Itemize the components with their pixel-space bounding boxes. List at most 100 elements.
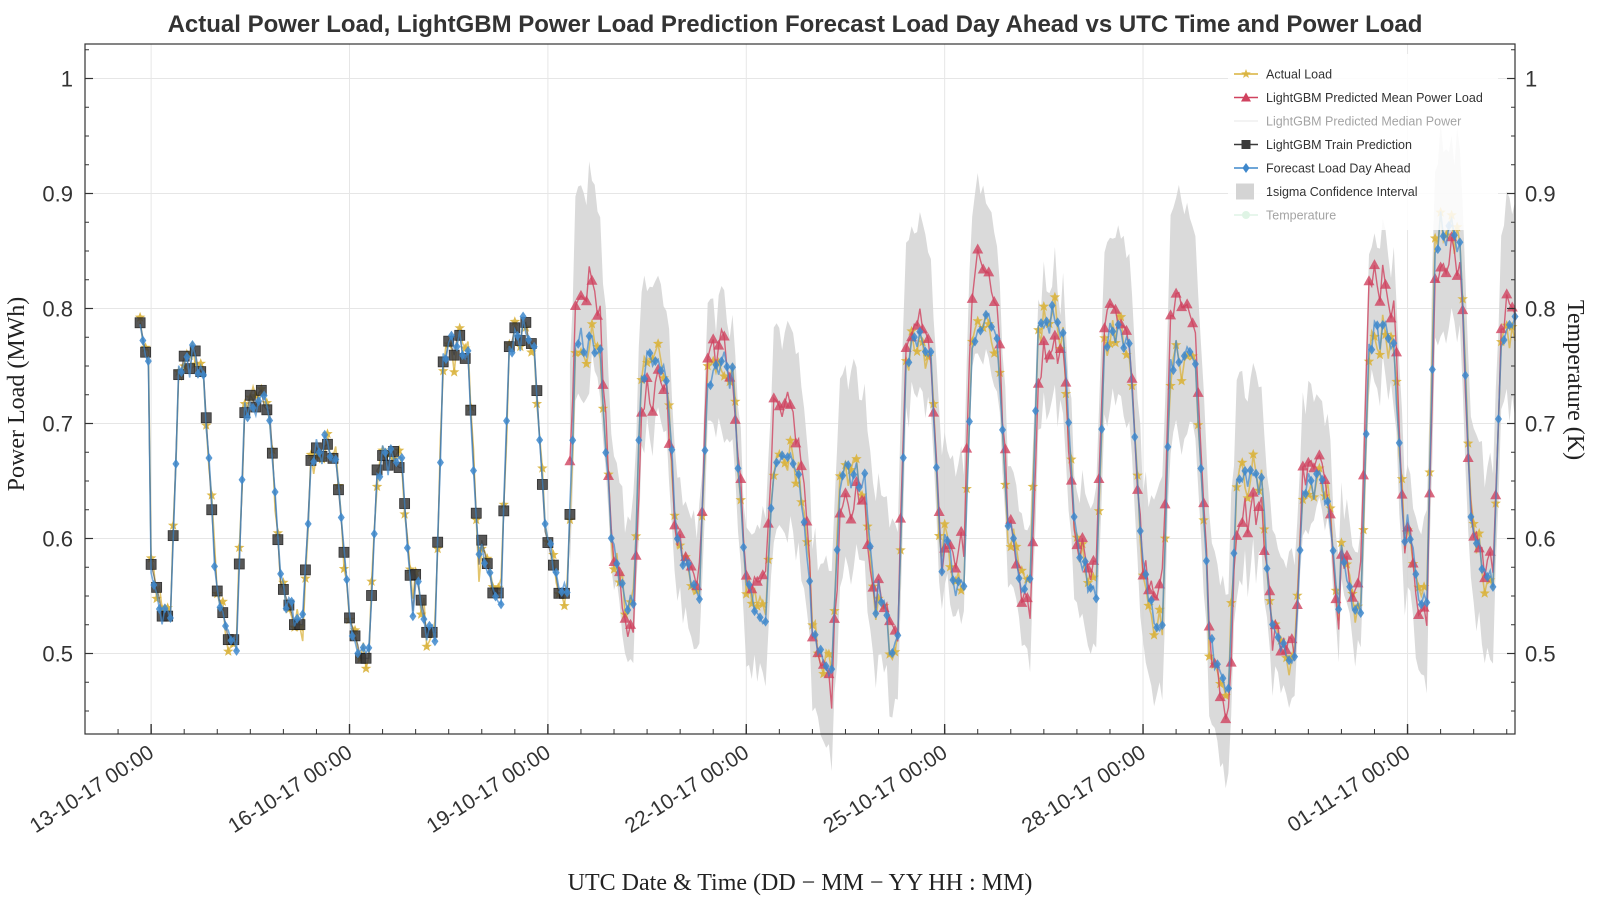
actual-load-marker [338, 563, 350, 574]
predicted-mean-marker [944, 539, 956, 550]
forecast-marker [1043, 316, 1051, 327]
predicted-mean-marker [1253, 500, 1265, 511]
predicted-mean-marker [619, 612, 631, 623]
forecast-marker [1456, 237, 1464, 248]
actual-load-marker [1143, 600, 1154, 611]
forecast-marker [1280, 638, 1288, 649]
y2-tick-label: 0.7 [1525, 412, 1556, 437]
forecast-marker [199, 369, 207, 380]
predicted-mean-marker [702, 352, 714, 363]
predicted-mean-marker [1154, 578, 1166, 589]
forecast-marker [822, 661, 830, 672]
predicted-mean-marker [1021, 592, 1033, 603]
forecast-marker [1241, 465, 1249, 476]
forecast-marker [910, 332, 918, 343]
forecast-marker [370, 528, 378, 539]
legend-entry: LightGBM Predicted Median Power [1234, 115, 1461, 129]
legend-entry: LightGBM Train Prediction [1234, 138, 1412, 152]
predicted-mean-marker [977, 263, 989, 274]
forecast-marker [139, 335, 147, 346]
forecast-marker [205, 453, 213, 464]
actual-load-marker [559, 600, 570, 611]
train-prediction-marker [525, 338, 537, 349]
y2-axis-label: Temperature (K) [1562, 300, 1588, 460]
forecast-marker [602, 447, 610, 458]
predicted-mean-marker [1016, 596, 1028, 607]
actual-load-marker [823, 648, 835, 659]
predicted-mean-marker [614, 566, 626, 577]
legend-label: Forecast Load Day Ahead [1266, 162, 1411, 176]
predicted-mean-marker [1220, 713, 1232, 724]
forecast-marker [662, 375, 670, 386]
predicted-mean-marker [1071, 539, 1083, 550]
actual-load-marker [851, 453, 862, 464]
forecast-marker [1092, 593, 1100, 604]
actual-load-marker [641, 357, 653, 368]
forecast-marker [1296, 545, 1304, 556]
actual-load-marker [1281, 652, 1292, 663]
actual-load-marker [581, 358, 592, 369]
forecast-marker [299, 609, 307, 620]
forecast-marker [354, 648, 362, 659]
actual-load-marker [989, 347, 1000, 358]
forecast-marker [1125, 338, 1133, 349]
predicted-mean-marker [1451, 269, 1463, 280]
forecast-marker [1114, 319, 1122, 330]
forecast-marker [177, 367, 185, 378]
actual-load-marker [493, 582, 504, 592]
predicted-mean-marker [1280, 644, 1292, 655]
actual-load-marker [1165, 380, 1176, 391]
actual-load-marker [757, 598, 768, 609]
actual-load-marker [449, 366, 460, 377]
forecast-marker [266, 415, 274, 426]
predicted-mean-marker [1286, 633, 1298, 644]
forecast-marker [387, 443, 395, 454]
forecast-marker [1021, 584, 1029, 595]
forecast-marker [640, 373, 648, 384]
forecast-marker [916, 326, 924, 337]
forecast-marker [574, 338, 582, 349]
actual-load-marker [741, 588, 752, 599]
forecast-marker [1136, 525, 1144, 536]
forecast-marker [811, 629, 819, 640]
forecast-marker [773, 457, 781, 468]
forecast-marker [536, 435, 544, 446]
forecast-marker [233, 645, 241, 656]
forecast-marker [348, 630, 356, 641]
predicted-mean-marker [939, 542, 951, 553]
forecast-marker [740, 542, 748, 553]
predicted-mean-marker [1087, 554, 1099, 565]
predicted-mean-marker [895, 512, 907, 523]
predicted-mean-marker [1043, 349, 1055, 360]
actual-load-marker [349, 624, 361, 635]
actual-load-marker [382, 449, 394, 460]
actual-load-marker [708, 355, 719, 366]
forecast-marker [144, 356, 152, 367]
forecast-marker [982, 309, 990, 320]
legend-marker [1241, 69, 1251, 78]
predicted-mean-marker [988, 296, 1000, 307]
forecast-marker [315, 447, 323, 458]
predicted-mean-marker [878, 602, 890, 613]
forecast-marker [293, 613, 301, 624]
predicted-mean-marker [1402, 521, 1414, 532]
actual-load-marker [608, 563, 620, 574]
forecast-marker [1384, 333, 1392, 344]
predicted-mean-marker [707, 333, 719, 344]
forecast-marker [1505, 319, 1513, 330]
forecast-marker [365, 642, 373, 653]
actual-load-marker [1380, 329, 1391, 340]
forecast-marker [1076, 552, 1084, 563]
forecast-marker [453, 341, 461, 352]
forecast-marker [1401, 536, 1409, 547]
actual-load-marker [647, 354, 658, 364]
actual-load-marker [1121, 349, 1132, 360]
y-axis-label: Power Load (MWh) [4, 297, 30, 492]
confidence-interval-area [569, 122, 1515, 789]
forecast-marker [960, 581, 968, 592]
forecast-marker [1235, 474, 1243, 485]
actual-load-marker [1391, 376, 1402, 387]
predicted-mean-marker [1109, 303, 1121, 314]
actual-load-marker [752, 600, 763, 611]
forecast-marker [464, 345, 472, 356]
